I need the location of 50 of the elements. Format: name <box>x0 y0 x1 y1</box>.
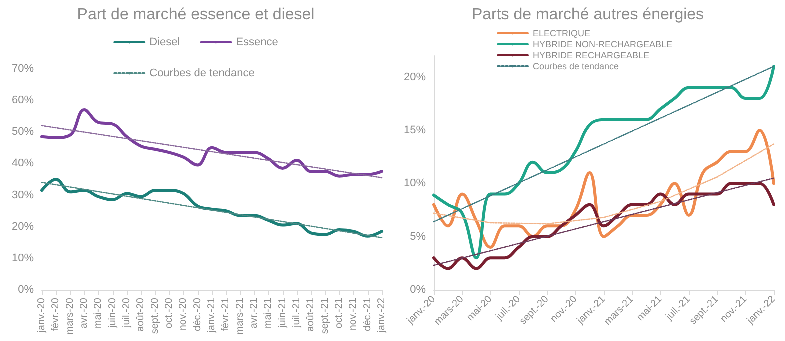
chart-title: Parts de marché autres énergies <box>472 6 704 24</box>
y-tick-label: 40% <box>12 158 34 170</box>
y-tick-label: 15% <box>404 124 426 136</box>
line-series <box>40 108 384 178</box>
line-series <box>432 65 776 260</box>
x-tick-label: avr.-21 <box>249 298 260 329</box>
legend-label: HYBRIDE RECHARGEABLE <box>533 50 650 60</box>
x-tick-label: févr.-21 <box>220 298 232 332</box>
legend-label: Courbes de tendance <box>533 62 620 72</box>
legend-label: Diesel <box>150 36 180 48</box>
legend-label: Courbes de tendance <box>150 68 255 80</box>
y-tick-label: 60% <box>12 94 34 107</box>
y-tick-label: 5% <box>410 230 426 243</box>
x-tick-label: sept.-21 <box>320 298 331 334</box>
y-tick-label: 0% <box>410 284 426 296</box>
y-tick-label: 10% <box>404 178 426 190</box>
legend-label: ELECTRIQUE <box>533 28 591 38</box>
x-tick-label: sept.-20 <box>150 298 161 334</box>
x-tick-label: juil.-21 <box>292 298 302 328</box>
x-tick-label: août-21 <box>306 298 317 332</box>
x-tick-label: nov.-21 <box>348 298 360 331</box>
x-tick-label: oct.-20 <box>164 298 175 329</box>
x-tick-label: juin-20 <box>107 298 118 330</box>
y-tick-label: 10% <box>12 252 34 264</box>
x-tick-label: juil.-20 <box>122 298 132 328</box>
x-tick-label: août-20 <box>136 298 147 332</box>
legend-label: Essence <box>236 36 278 48</box>
x-tick-label: oct.-21 <box>334 298 345 329</box>
x-tick-label: avr.-20 <box>79 298 90 329</box>
x-tick-label: juin-21 <box>277 298 288 330</box>
y-tick-label: 0% <box>18 284 34 296</box>
x-tick-label: mai-20 <box>93 298 104 329</box>
chart-title: Part de marché essence et diesel <box>77 6 315 24</box>
x-tick-label: nov.-20 <box>178 298 190 331</box>
x-tick-label: févr.-20 <box>50 298 62 332</box>
x-tick-label: janv.-22 <box>376 298 388 334</box>
y-tick-label: 50% <box>12 126 34 138</box>
x-tick-label: janv.-21 <box>206 298 218 334</box>
y-tick-label: 20% <box>12 220 34 233</box>
y-tick-label: 30% <box>12 189 34 202</box>
x-tick-label: janv.-20 <box>36 298 48 334</box>
x-tick-label: déc.-21 <box>362 298 374 332</box>
x-tick-label: mars-20 <box>64 298 76 335</box>
legend-label: HYBRIDE NON-RECHARGEABLE <box>533 40 673 50</box>
x-tick-label: mai-21 <box>263 298 274 329</box>
line-series <box>433 144 775 225</box>
y-tick-label: 70% <box>12 63 34 75</box>
y-tick-label: 20% <box>404 71 426 84</box>
x-tick-label: déc.-20 <box>192 298 204 332</box>
x-tick-label: mars-21 <box>234 298 246 335</box>
